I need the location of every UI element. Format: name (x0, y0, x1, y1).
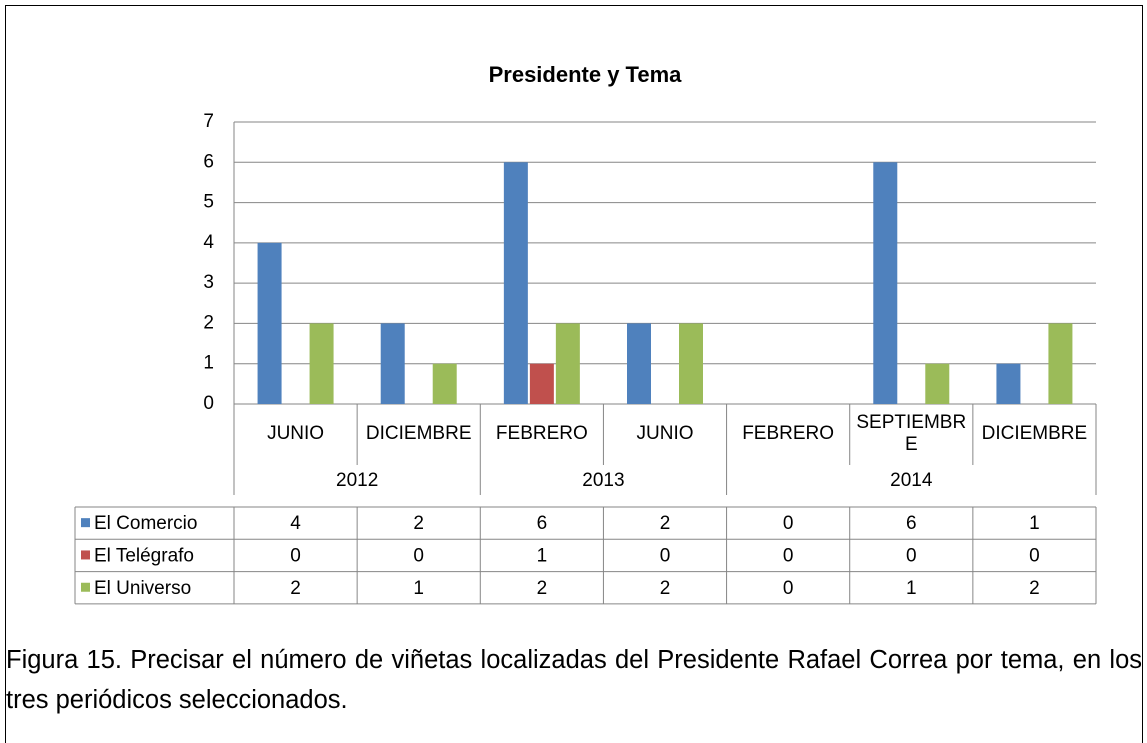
legend-key (81, 550, 90, 560)
y-tick-label: 0 (203, 393, 214, 414)
table-cell: 0 (783, 513, 794, 534)
table-cell: 0 (783, 545, 794, 566)
y-tick-label: 4 (203, 232, 214, 253)
table-cell: 2 (413, 513, 424, 534)
chart-title: Presidente y Tema (489, 62, 683, 87)
table-cell: 2 (290, 578, 301, 599)
table-cell: 1 (906, 578, 917, 599)
table-cell: 0 (290, 545, 301, 566)
bar (996, 363, 1021, 404)
x-tick-label: DICIEMBRE (366, 423, 472, 444)
x-tick-label: JUNIO (637, 423, 694, 444)
legend-label: El Telégrafo (94, 545, 194, 566)
table-cell: 1 (413, 578, 424, 599)
table-cell: 0 (1029, 545, 1040, 566)
table-cell: 4 (290, 513, 301, 534)
bar (309, 323, 334, 404)
bar (380, 323, 405, 404)
table-cell: 0 (660, 545, 671, 566)
y-tick-label: 6 (203, 151, 214, 172)
table-cell: 0 (783, 578, 794, 599)
table-cell: 6 (537, 513, 548, 534)
caption: Figura 15. Precisar el número de viñetas… (6, 646, 1142, 714)
x-tick-label: DICIEMBRE (982, 423, 1088, 444)
group-label: 2014 (890, 470, 933, 491)
bar (925, 363, 950, 404)
y-tick-label: 5 (203, 192, 214, 213)
table-cell: 2 (660, 578, 671, 599)
chart: Presidente y Tema 0 1 2 3 4 5 6 7 JUNIO DICIEMBRE… (74, 62, 1097, 605)
legend-key (81, 518, 90, 528)
bar (257, 242, 282, 404)
x-tick-label: FEBRERO (742, 423, 834, 444)
y-tick-label: 2 (203, 312, 214, 333)
bar (679, 323, 703, 404)
table-cell: 2 (1029, 578, 1040, 599)
bar (432, 363, 457, 404)
bar (503, 162, 528, 404)
table-cell: 1 (1029, 513, 1040, 534)
table-cell: 2 (660, 513, 671, 534)
group-label: 2013 (582, 470, 624, 491)
y-tick-label: 3 (203, 272, 214, 293)
table-cell: 0 (906, 545, 917, 566)
table-cell: 0 (413, 545, 424, 566)
x-tick-label: FEBRERO (496, 423, 588, 444)
table-cell: 1 (537, 545, 548, 566)
legend-label: El Comercio (94, 513, 197, 534)
bar (627, 323, 651, 404)
bar (873, 162, 898, 404)
y-tick-label: 1 (203, 353, 214, 374)
frame (5, 5, 1143, 743)
table-cell: 2 (537, 578, 548, 599)
legend-key (81, 582, 90, 592)
x-tick-label: JUNIO (267, 423, 324, 444)
x-tick-label: SEPTIEMBR E (856, 412, 966, 455)
table-cell: 6 (906, 513, 917, 534)
group-label: 2012 (336, 470, 378, 491)
bar (555, 323, 580, 404)
bar (1048, 323, 1073, 404)
y-tick-label: 7 (203, 111, 214, 132)
bar (529, 363, 554, 404)
legend-label: El Universo (94, 578, 191, 599)
